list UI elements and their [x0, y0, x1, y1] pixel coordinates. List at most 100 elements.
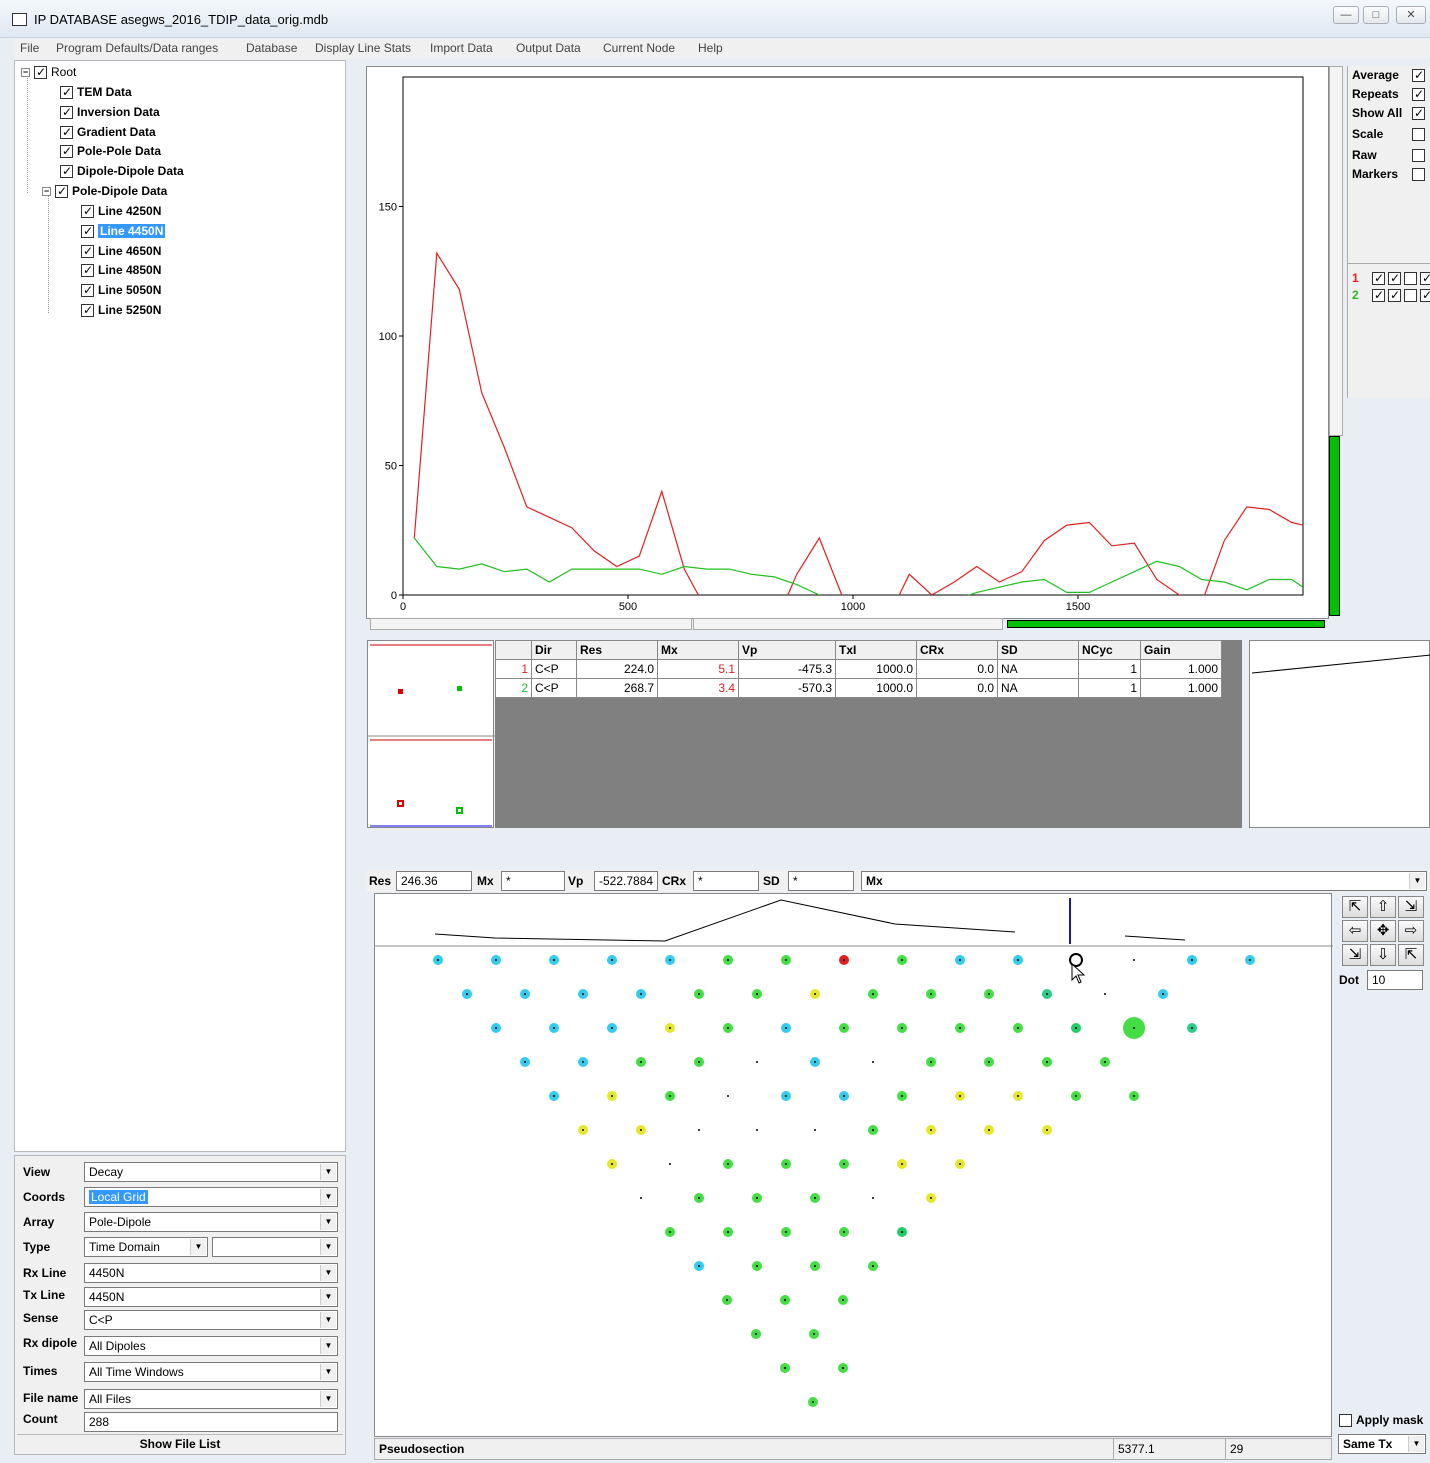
average-option[interactable]: Average	[1352, 67, 1430, 86]
tree-item-checkbox[interactable]	[55, 183, 68, 199]
filename-select[interactable]: All Files ▼	[84, 1389, 338, 1409]
chart-vscroll[interactable]	[1329, 66, 1343, 436]
raw-checkbox[interactable]	[1412, 149, 1425, 162]
pan-up-left-button[interactable]: ⇱	[1342, 896, 1368, 918]
apply-mask-checkbox[interactable]	[1339, 1413, 1352, 1427]
sense-select[interactable]: C<P ▼	[84, 1310, 338, 1330]
show-all-checkbox[interactable]	[1412, 105, 1425, 121]
tree-item-checkbox[interactable]	[60, 104, 73, 120]
same-tx-select[interactable]: Same Tx ▼	[1338, 1434, 1426, 1454]
series-checkbox[interactable]	[1372, 270, 1385, 286]
tree-line-item[interactable]: Line 5250N	[81, 301, 161, 319]
average-checkbox[interactable]	[1412, 67, 1425, 83]
chevron-down-icon[interactable]: ▼	[320, 1391, 336, 1407]
table-row[interactable]: 1 C<P 224.0 5.1 -475.3 1000.0 0.0 NA 1 1…	[495, 659, 1222, 679]
chevron-down-icon[interactable]: ▼	[320, 1289, 336, 1305]
chevron-down-icon[interactable]: ▼	[320, 1214, 336, 1230]
line-checkbox[interactable]	[81, 302, 94, 318]
tree-item[interactable]: Dipole-Dipole Data	[60, 162, 184, 180]
chevron-down-icon[interactable]: ▼	[1409, 873, 1425, 889]
line-checkbox[interactable]	[81, 203, 94, 219]
close-button[interactable]: ✕	[1396, 6, 1426, 24]
menu-help[interactable]: Help	[698, 41, 723, 55]
menu-import-data[interactable]: Import Data	[430, 41, 493, 55]
tree-item[interactable]: Pole-Pole Data	[60, 142, 161, 160]
coords-select[interactable]: Local Grid ▼	[84, 1187, 338, 1207]
apply-mask-option[interactable]: Apply mask	[1339, 1413, 1423, 1427]
line-checkbox[interactable]	[81, 223, 94, 239]
rxline-select[interactable]: 4450N ▼	[84, 1263, 338, 1283]
menu-database[interactable]: Database	[246, 41, 298, 55]
tree-root[interactable]: − Root	[21, 63, 76, 81]
tree-line-item[interactable]: Line 5050N	[81, 281, 161, 299]
series-checkbox[interactable]	[1404, 272, 1417, 285]
pan-up-button[interactable]: ⇧	[1370, 896, 1396, 918]
minimize-button[interactable]: —	[1333, 6, 1359, 24]
repeats-option[interactable]: Repeats	[1352, 86, 1430, 105]
type-select[interactable]: Time Domain ▼	[84, 1237, 208, 1257]
table-row[interactable]: 2 C<P 268.7 3.4 -570.3 1000.0 0.0 NA 1 1…	[495, 678, 1222, 698]
move-icon-button[interactable]: ✥	[1370, 920, 1396, 942]
line-checkbox[interactable]	[81, 243, 94, 259]
series-checkbox[interactable]	[1388, 287, 1401, 303]
dot-size-field[interactable]: 10	[1367, 970, 1423, 990]
chart-hscroll-green[interactable]	[1007, 620, 1325, 628]
crx-field[interactable]: *	[693, 871, 759, 891]
tree-item[interactable]: Inversion Data	[60, 103, 160, 121]
mx-field[interactable]: *	[501, 871, 565, 891]
pan-left-button[interactable]: ⇦	[1342, 920, 1368, 942]
root-checkbox[interactable]	[34, 64, 47, 80]
chevron-down-icon[interactable]: ▼	[320, 1265, 336, 1281]
chart-hscroll-left[interactable]	[370, 618, 692, 630]
times-select[interactable]: All Time Windows ▼	[84, 1362, 338, 1382]
view-select[interactable]: Decay ▼	[84, 1162, 338, 1182]
display-param-select[interactable]: Mx ▼	[861, 871, 1427, 891]
series-checkbox[interactable]	[1372, 287, 1385, 303]
tree-line-item[interactable]: Line 4250N	[81, 202, 161, 220]
collapse-icon[interactable]: −	[21, 66, 30, 77]
menu-display-line-stats[interactable]: Display Line Stats	[315, 41, 412, 55]
chevron-down-icon[interactable]: ▼	[320, 1239, 336, 1255]
menu-output-data[interactable]: Output Data	[516, 41, 581, 55]
markers-option[interactable]: Markers	[1352, 167, 1430, 185]
rxdipole-select[interactable]: All Dipoles ▼	[84, 1336, 338, 1356]
raw-option[interactable]: Raw	[1352, 148, 1430, 166]
chevron-down-icon[interactable]: ▼	[320, 1164, 336, 1180]
tree-item-checkbox[interactable]	[60, 124, 73, 140]
tree-item-pole-dipole[interactable]: − Pole-Dipole Data	[42, 182, 167, 200]
show-file-list-button[interactable]: Show File List	[17, 1434, 343, 1454]
scale-checkbox[interactable]	[1412, 128, 1425, 141]
line-checkbox[interactable]	[81, 282, 94, 298]
tree-item-checkbox[interactable]	[60, 163, 73, 179]
chevron-down-icon[interactable]: ▼	[190, 1239, 206, 1255]
scale-option[interactable]: Scale	[1352, 127, 1430, 145]
series-checkbox[interactable]	[1388, 270, 1401, 286]
pan-down-button[interactable]: ⇩	[1370, 944, 1396, 966]
line-checkbox[interactable]	[81, 262, 94, 278]
series-checkbox[interactable]	[1404, 289, 1417, 302]
vp-field[interactable]: -522.7884	[594, 871, 658, 891]
tree-line-item-selected[interactable]: Line 4450N	[81, 222, 166, 240]
show-all-option[interactable]: Show All	[1352, 105, 1430, 124]
chevron-down-icon[interactable]: ▼	[320, 1364, 336, 1380]
array-select[interactable]: Pole-Dipole ▼	[84, 1212, 338, 1232]
pan-down-right-button[interactable]: ⇱	[1398, 944, 1424, 966]
pan-up-right-button[interactable]: ⇲	[1398, 896, 1424, 918]
chevron-down-icon[interactable]: ▼	[1408, 1436, 1424, 1452]
chevron-down-icon[interactable]: ▼	[320, 1189, 336, 1205]
sd-field[interactable]: *	[788, 871, 854, 891]
repeats-checkbox[interactable]	[1412, 86, 1425, 102]
tree-item[interactable]: Gradient Data	[60, 123, 156, 141]
type-subselect[interactable]: ▼	[212, 1237, 338, 1257]
markers-checkbox[interactable]	[1412, 168, 1425, 181]
res-field[interactable]: 246.36	[396, 871, 472, 891]
series-checkbox[interactable]	[1420, 270, 1430, 286]
txline-select[interactable]: 4450N ▼	[84, 1287, 338, 1307]
menu-current-node[interactable]: Current Node	[603, 41, 676, 55]
tree-line-item[interactable]: Line 4650N	[81, 242, 161, 260]
series-checkbox[interactable]	[1420, 287, 1430, 303]
pan-down-left-button[interactable]: ⇲	[1342, 944, 1368, 966]
tree-item-checkbox[interactable]	[60, 84, 73, 100]
collapse-icon[interactable]: −	[42, 185, 51, 196]
tree-line-item[interactable]: Line 4850N	[81, 261, 161, 279]
